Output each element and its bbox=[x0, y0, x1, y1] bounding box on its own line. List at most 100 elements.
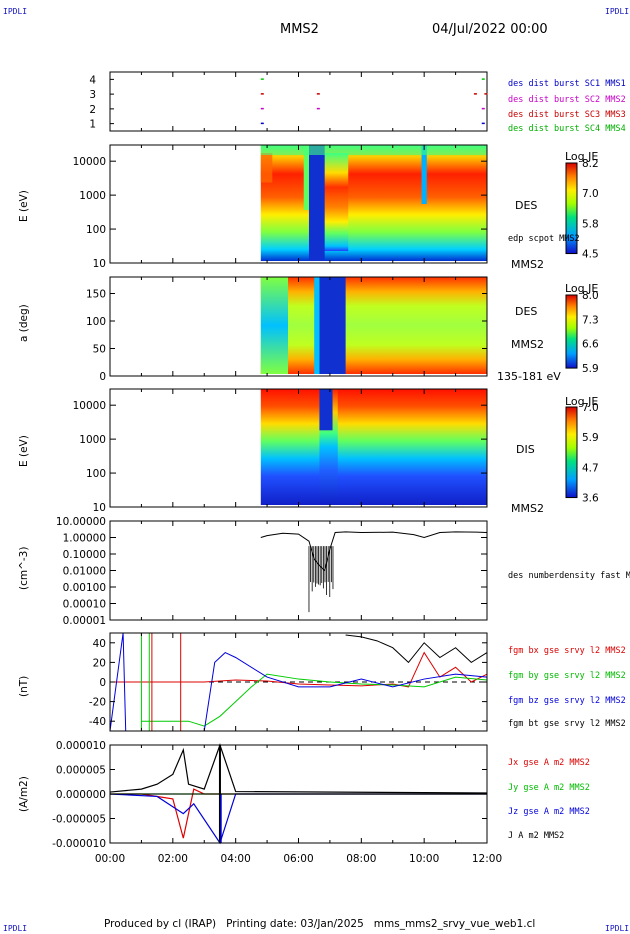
bfield-line-1 bbox=[141, 673, 488, 727]
by-legend: fgm by gse srvy l2 MMS2 bbox=[508, 671, 626, 681]
dis-energy-label: DIS bbox=[516, 443, 535, 456]
y-tick-label-p4-4: 0.10000 bbox=[63, 549, 106, 561]
y-tick-label-p5-0: -40 bbox=[89, 716, 106, 728]
availability-mark-2-2 bbox=[473, 93, 477, 95]
y-tick-label-p4-3: 0.01000 bbox=[63, 566, 106, 578]
y-tick-label-p4-5: 1.00000 bbox=[63, 533, 106, 545]
colorbar-tick-p3-0: 7.0 bbox=[582, 402, 599, 414]
y-tick-label-p6-3: 0.000005 bbox=[56, 765, 106, 777]
density-legend: des numberdensity fast M bbox=[508, 571, 630, 581]
des-energy-label: DES bbox=[515, 199, 538, 212]
x-axis-tick-label-1: 02:00 bbox=[158, 853, 188, 865]
y-tick-label-p6-0: -0.000010 bbox=[52, 838, 106, 850]
density-ylabel: (cm^-3) bbox=[18, 546, 30, 590]
j-legend: J A m2 MMS2 bbox=[508, 831, 565, 841]
bfield-line-0 bbox=[110, 651, 488, 688]
des-pitch-label: DES bbox=[515, 305, 538, 318]
corner-mark-top-left: IPDLI bbox=[3, 7, 28, 16]
y-tick-label-p3-2: 1000 bbox=[79, 434, 106, 446]
y-tick-label-p1-1: 100 bbox=[86, 224, 106, 236]
legend-mms2: des dist burst SC2 MMS2 bbox=[508, 95, 626, 105]
date-title: 04/Jul/2022 00:00 bbox=[432, 22, 548, 37]
avail-ytick-label-2: 3 bbox=[89, 89, 96, 101]
colorbar-tick-p3-1: 5.9 bbox=[582, 432, 599, 444]
des-energy-ylabel: E (eV) bbox=[18, 190, 30, 222]
x-axis-tick-label-6: 12:00 bbox=[472, 853, 502, 865]
y-tick-label-p4-1: 0.00010 bbox=[63, 599, 106, 611]
y-tick-label-p1-3: 10000 bbox=[73, 156, 106, 168]
des-energy-edge bbox=[303, 145, 309, 210]
jz-legend: Jz gse A m2 MMS2 bbox=[508, 807, 590, 817]
y-tick-label-p6-4: 0.000010 bbox=[56, 740, 106, 752]
current-line-3 bbox=[109, 743, 488, 794]
y-tick-label-p2-2: 100 bbox=[86, 316, 106, 328]
corner-mark-top-right: IPDLI bbox=[605, 7, 630, 16]
avail-ytick-label-1: 2 bbox=[89, 104, 96, 116]
y-tick-label-p2-0: 0 bbox=[99, 371, 106, 383]
availability-mark-2-3 bbox=[484, 93, 488, 95]
current-line-0 bbox=[110, 788, 487, 839]
des-pitch-edge bbox=[314, 277, 320, 374]
colorbar-p1 bbox=[565, 162, 578, 255]
bfield-ylabel: (nT) bbox=[18, 675, 30, 697]
colorbar-tick-p2-3: 5.9 bbox=[582, 363, 599, 375]
colorbar-tick-p2-2: 6.6 bbox=[582, 339, 599, 351]
des-energy-top-band bbox=[260, 145, 487, 155]
corner-mark-bottom-left: IPDLI bbox=[3, 924, 28, 933]
x-axis-tick-label-0: 00:00 bbox=[95, 853, 125, 865]
des-pitch-sublabel: MMS2 bbox=[511, 338, 544, 351]
y-tick-label-p6-2: 0.000000 bbox=[56, 789, 106, 801]
y-tick-label-p2-3: 150 bbox=[86, 289, 106, 301]
des-energy-spectrogram bbox=[260, 145, 487, 261]
y-tick-label-p3-1: 100 bbox=[86, 468, 106, 480]
y-tick-label-p4-0: 0.00001 bbox=[63, 615, 106, 627]
legend-mms4: des dist burst SC4 MMS4 bbox=[508, 124, 626, 134]
colorbar-tick-p1-0: 8.2 bbox=[582, 158, 599, 170]
current-line-2 bbox=[109, 793, 487, 845]
availability-mark-0-0 bbox=[260, 122, 264, 125]
bx-legend: fgm bx gse srvy l2 MMS2 bbox=[508, 646, 626, 656]
dis-energy-gap bbox=[319, 389, 333, 431]
y-tick-label-p1-2: 1000 bbox=[79, 190, 106, 202]
colorbar-p2 bbox=[565, 294, 578, 369]
y-tick-label-p3-3: 10000 bbox=[73, 400, 106, 412]
des-energy-colorbar-title: Log JE bbox=[565, 150, 599, 163]
dis-energy-sublabel: MMS2 bbox=[511, 502, 544, 515]
colorbar-p3 bbox=[565, 406, 578, 499]
colorbar-tick-p3-3: 3.6 bbox=[582, 493, 599, 505]
y-tick-label-p5-2: 0 bbox=[99, 677, 106, 689]
corner-mark-bottom-right: IPDLI bbox=[605, 924, 630, 933]
dis-energy-spectrogram bbox=[260, 389, 487, 505]
footer-credit: Produced by cl (IRAP) Printing date: 03/… bbox=[104, 918, 536, 930]
des-pitch-ylabel: a (deg) bbox=[18, 304, 30, 342]
colorbar-tick-p1-1: 7.0 bbox=[582, 188, 599, 200]
dis-energy-colorbar-title: Log JE bbox=[565, 395, 599, 408]
colorbar-tick-p1-2: 5.8 bbox=[582, 218, 599, 230]
x-axis-tick-label-5: 10:00 bbox=[409, 853, 439, 865]
des-pitch-colorbar-title: Log JE bbox=[565, 282, 599, 295]
des-pitch-gap bbox=[319, 277, 346, 374]
x-axis-tick-label-4: 08:00 bbox=[346, 853, 376, 865]
y-tick-label-p6-1: -0.000005 bbox=[52, 814, 106, 826]
availability-mark-0-1 bbox=[481, 122, 485, 125]
x-axis-tick-label-2: 04:00 bbox=[221, 853, 251, 865]
energy-range-label: 135-181 eV bbox=[497, 370, 561, 383]
y-tick-label-p1-0: 10 bbox=[93, 258, 106, 270]
bz-legend: fgm bz gse srvy l2 MMS2 bbox=[508, 696, 626, 706]
y-tick-label-p5-1: -20 bbox=[89, 697, 106, 709]
bt-legend: fgm bt gse srvy l2 MMS2 bbox=[508, 719, 626, 729]
colorbar-tick-p1-3: 4.5 bbox=[582, 249, 599, 261]
scpot-label: edp scpot MMS2 bbox=[508, 234, 580, 244]
y-tick-label-p5-4: 40 bbox=[93, 638, 106, 650]
availability-mark-1-2 bbox=[481, 107, 485, 110]
availability-mark-3-1 bbox=[481, 78, 485, 80]
x-axis-tick-label-3: 06:00 bbox=[283, 853, 313, 865]
des-energy-stripe bbox=[421, 145, 427, 204]
y-tick-label-p5-3: 20 bbox=[93, 657, 106, 669]
density-line bbox=[260, 531, 488, 572]
current-ylabel: (A/m2) bbox=[18, 776, 30, 812]
colorbar-tick-p2-0: 8.0 bbox=[582, 290, 599, 302]
availability-panel-frame bbox=[109, 71, 488, 132]
legend-mms3: des dist burst SC3 MMS3 bbox=[508, 110, 626, 120]
des-energy-gap bbox=[308, 145, 325, 261]
